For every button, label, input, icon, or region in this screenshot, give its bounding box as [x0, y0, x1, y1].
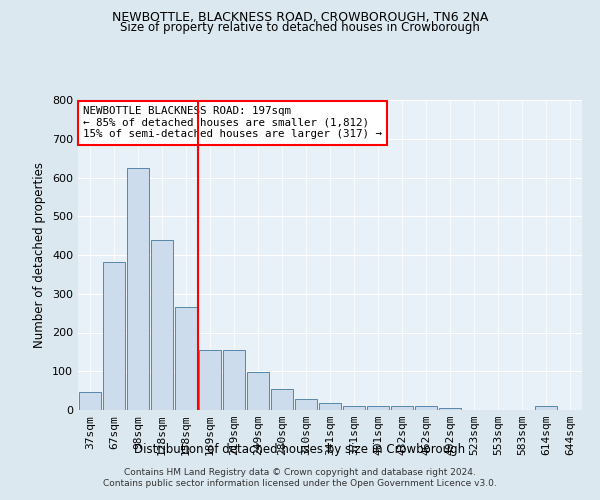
Text: Size of property relative to detached houses in Crowborough: Size of property relative to detached ho… — [120, 21, 480, 34]
Bar — [175, 308, 197, 410]
Bar — [343, 406, 365, 410]
Y-axis label: Number of detached properties: Number of detached properties — [34, 162, 46, 348]
Text: Contains HM Land Registry data © Crown copyright and database right 2024.
Contai: Contains HM Land Registry data © Crown c… — [103, 468, 497, 487]
Bar — [247, 372, 269, 410]
Bar — [439, 408, 461, 410]
Bar — [79, 392, 101, 410]
Text: NEWBOTTLE, BLACKNESS ROAD, CROWBOROUGH, TN6 2NA: NEWBOTTLE, BLACKNESS ROAD, CROWBOROUGH, … — [112, 11, 488, 24]
Bar — [151, 240, 173, 410]
Bar — [295, 399, 317, 410]
Bar — [415, 406, 437, 410]
Bar — [319, 404, 341, 410]
Bar — [223, 350, 245, 410]
Text: NEWBOTTLE BLACKNESS ROAD: 197sqm
← 85% of detached houses are smaller (1,812)
15: NEWBOTTLE BLACKNESS ROAD: 197sqm ← 85% o… — [83, 106, 382, 140]
Bar — [271, 390, 293, 410]
Bar — [367, 406, 389, 410]
Bar — [391, 406, 413, 410]
Bar — [199, 350, 221, 410]
Bar — [103, 262, 125, 410]
Bar — [127, 168, 149, 410]
Bar — [535, 406, 557, 410]
Text: Distribution of detached houses by size in Crowborough: Distribution of detached houses by size … — [134, 442, 466, 456]
